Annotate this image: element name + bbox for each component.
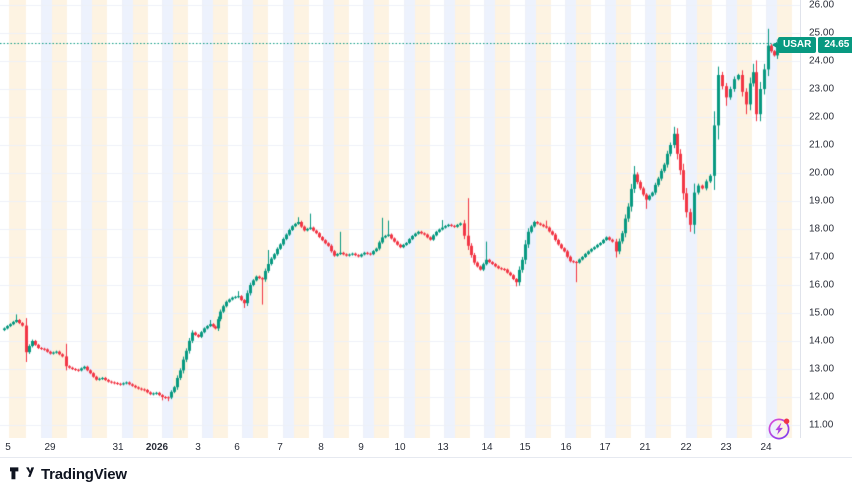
price-tick-label: 20.00 — [809, 167, 835, 179]
price-tick-label: 15.00 — [809, 307, 835, 319]
time-tick-label: 17 — [599, 442, 611, 453]
time-axis[interactable]: 5 29 31 2026 3 6 7 8 9 10 13 14 15 16 17 21 22 23 24 — [0, 438, 852, 457]
price-tick-label: 21.00 — [809, 139, 835, 151]
time-tick-label: 6 — [234, 442, 240, 453]
time-tick-label: 29 — [44, 442, 56, 453]
tradingview-logo-text: TradingView — [41, 466, 127, 483]
last-price-label: USAR 24.65 — [772, 37, 852, 53]
price-tick-label: 25.00 — [809, 27, 835, 39]
time-tick-label: 10 — [394, 442, 406, 453]
price-tick-label: 23.00 — [809, 83, 835, 95]
time-tick-label: 5 — [5, 442, 11, 453]
price-marker-arrow — [772, 42, 777, 48]
price-tick-label: 19.00 — [809, 195, 835, 207]
price-tick-label: 12.00 — [809, 391, 835, 403]
price-tick-label: 16.00 — [809, 279, 835, 291]
time-tick-label: 14 — [481, 442, 493, 453]
price-tick-label: 24.00 — [809, 55, 835, 67]
price-tick-label: 17.00 — [809, 251, 835, 263]
time-tick-label: 2026 — [145, 442, 169, 453]
time-tick-label: 15 — [519, 442, 531, 453]
time-tick-label: 16 — [560, 442, 572, 453]
footer-divider — [0, 457, 852, 458]
price-tick-label: 13.00 — [809, 363, 835, 375]
price-tick-label: 22.00 — [809, 111, 835, 123]
time-tick-label: 24 — [760, 442, 772, 453]
instant-order-button[interactable] — [766, 415, 793, 442]
price-axis[interactable]: 26.00 25.00 24.00 23.00 22.00 21.00 20.00 19.00… — [800, 0, 852, 438]
time-tick-label: 31 — [112, 442, 124, 453]
last-price-value: 24.65 — [818, 37, 852, 53]
price-tick-label: 26.00 — [809, 0, 835, 11]
candlestick-chart[interactable] — [0, 0, 800, 438]
alert-dot — [783, 418, 790, 424]
price-tick-label: 18.00 — [809, 223, 835, 235]
time-tick-label: 3 — [195, 442, 201, 453]
time-tick-label: 9 — [358, 442, 364, 453]
tradingview-logo[interactable]: TradingView — [10, 466, 127, 483]
lightning-icon — [768, 418, 790, 440]
price-tick-label: 11.00 — [809, 419, 834, 431]
price-tick-label: 14.00 — [809, 335, 835, 347]
time-tick-label: 21 — [639, 442, 651, 453]
tradingview-logo-mark — [10, 467, 34, 480]
time-tick-label: 13 — [437, 442, 449, 453]
time-tick-label: 23 — [720, 442, 732, 453]
time-tick-label: 8 — [318, 442, 324, 453]
time-tick-label: 7 — [277, 442, 283, 453]
symbol-tag: USAR — [778, 37, 817, 53]
time-tick-label: 22 — [680, 442, 692, 453]
